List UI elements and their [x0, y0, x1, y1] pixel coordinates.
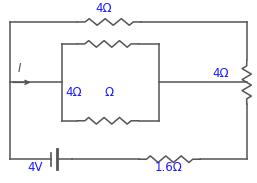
Text: 4Ω: 4Ω [96, 2, 112, 15]
Text: 4V: 4V [27, 161, 42, 174]
Text: I: I [17, 62, 21, 75]
Text: Ω: Ω [105, 86, 114, 99]
Text: 4Ω: 4Ω [65, 86, 81, 99]
Text: 1.6Ω: 1.6Ω [154, 161, 182, 174]
Text: 4Ω: 4Ω [213, 67, 229, 80]
